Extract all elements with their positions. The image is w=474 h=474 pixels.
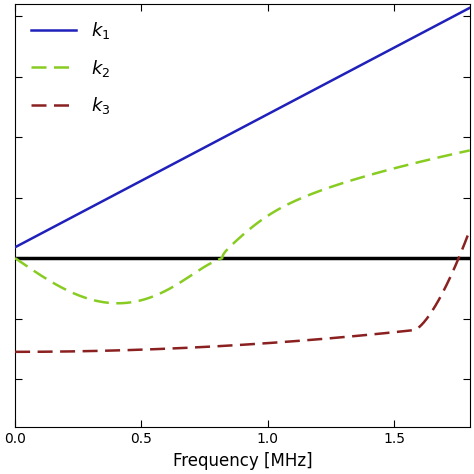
$k_2$ (115, 301, 120, 306)
$k_2$ (91, 297, 97, 303)
$k_3$ (12, 349, 18, 355)
$k_3$ (206, 344, 212, 349)
$k_1$ (467, 5, 473, 10)
Line: $k_2$: $k_2$ (15, 150, 470, 303)
$k_1$ (64, 217, 70, 223)
$k_3$ (458, 250, 464, 255)
$k_2$ (458, 149, 464, 155)
$k_3$ (91, 348, 97, 354)
$k_1$ (458, 9, 464, 15)
$k_3$ (467, 227, 473, 233)
Line: $k_3$: $k_3$ (15, 230, 470, 352)
$k_3$ (187, 345, 192, 351)
$k_3$ (409, 328, 415, 333)
$k_1$ (187, 153, 192, 158)
$k_2$ (187, 273, 192, 279)
$k_1$ (91, 203, 97, 209)
$k_1$ (409, 36, 415, 41)
$k_3$ (64, 348, 70, 354)
$k_2$ (409, 161, 415, 167)
$k_2$ (207, 261, 212, 267)
$k_1$ (12, 245, 18, 250)
$k_1$ (206, 142, 212, 148)
Legend: $k_1$, $k_2$, $k_3$: $k_1$, $k_2$, $k_3$ (24, 13, 118, 123)
X-axis label: Frequency [MHz]: Frequency [MHz] (173, 452, 312, 470)
$k_2$ (467, 147, 473, 153)
Line: $k_1$: $k_1$ (15, 8, 470, 247)
$k_2$ (12, 255, 18, 261)
$k_2$ (64, 287, 70, 293)
